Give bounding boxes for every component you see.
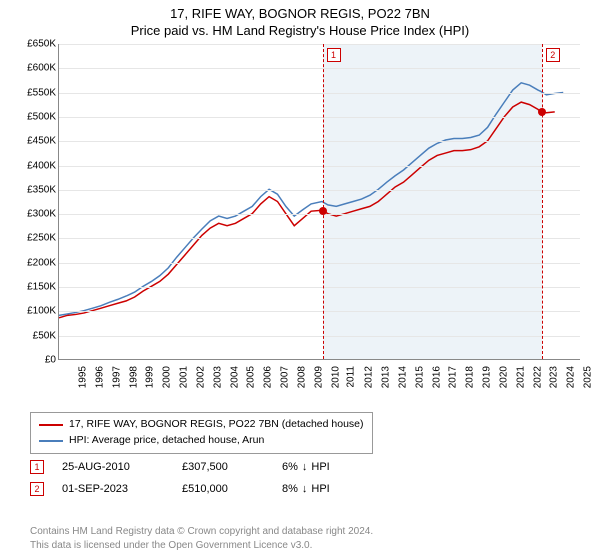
event-dashed-line	[323, 44, 324, 359]
title-address: 17, RIFE WAY, BOGNOR REGIS, PO22 7BN	[0, 0, 600, 21]
x-axis-label: 2004	[229, 366, 240, 388]
event-dashed-line	[542, 44, 543, 359]
legend-item: 17, RIFE WAY, BOGNOR REGIS, PO22 7BN (de…	[39, 417, 364, 433]
y-axis-label: £650K	[27, 39, 56, 50]
x-axis-label: 2002	[195, 366, 206, 388]
sale-price: £510,000	[182, 483, 282, 495]
gridline-h	[59, 68, 580, 69]
event-marker-box: 1	[327, 48, 341, 62]
legend-item: HPI: Average price, detached house, Arun	[39, 433, 364, 449]
chart-legend: 17, RIFE WAY, BOGNOR REGIS, PO22 7BN (de…	[30, 412, 373, 454]
gridline-h	[59, 44, 580, 45]
x-axis-label: 2014	[397, 366, 408, 388]
x-axis-label: 1997	[111, 366, 122, 388]
y-axis-label: £300K	[27, 209, 56, 220]
x-axis-label: 2012	[364, 366, 375, 388]
legend-swatch	[39, 440, 63, 442]
legend-swatch	[39, 424, 63, 426]
pct-value: 6%	[282, 461, 298, 473]
gridline-h	[59, 287, 580, 288]
x-axis-label: 2018	[465, 366, 476, 388]
y-axis-label: £450K	[27, 136, 56, 147]
sale-dot	[319, 207, 327, 215]
gridline-h	[59, 336, 580, 337]
sale-price: £307,500	[182, 461, 282, 473]
sales-table: 1 25-AUG-2010 £307,500 6% ↓ HPI 2 01-SEP…	[30, 456, 372, 500]
x-axis-label: 2001	[178, 366, 189, 388]
sale-delta: 8% ↓ HPI	[282, 483, 372, 495]
x-axis-label: 2022	[532, 366, 543, 388]
x-axis-label: 2020	[498, 366, 509, 388]
plot-area: 12	[58, 44, 580, 360]
sale-delta: 6% ↓ HPI	[282, 461, 372, 473]
footer-line: This data is licensed under the Open Gov…	[30, 539, 373, 553]
y-axis-label: £100K	[27, 306, 56, 317]
x-axis-label: 2000	[161, 366, 172, 388]
x-axis-label: 2024	[566, 366, 577, 388]
x-axis-label: 2010	[330, 366, 341, 388]
x-axis-label: 1996	[94, 366, 105, 388]
title-subtitle: Price paid vs. HM Land Registry's House …	[0, 21, 600, 38]
x-axis-label: 2025	[582, 366, 593, 388]
y-axis-label: £350K	[27, 184, 56, 195]
arrow-down-icon: ↓	[302, 483, 308, 495]
y-axis-label: £400K	[27, 160, 56, 171]
x-axis-label: 2011	[346, 366, 357, 388]
x-axis-label: 2015	[414, 366, 425, 388]
marker-badge: 1	[30, 460, 44, 474]
sale-date: 25-AUG-2010	[62, 461, 182, 473]
y-axis-label: £200K	[27, 257, 56, 268]
y-axis-label: £50K	[33, 330, 56, 341]
gridline-h	[59, 311, 580, 312]
x-axis-label: 1998	[128, 366, 139, 388]
y-axis-label: £600K	[27, 63, 56, 74]
x-axis-label: 2009	[313, 366, 324, 388]
pct-suffix: HPI	[311, 483, 329, 495]
footer-attribution: Contains HM Land Registry data © Crown c…	[30, 525, 373, 552]
x-axis-label: 2021	[515, 366, 526, 388]
x-axis-label: 2019	[481, 366, 492, 388]
x-axis-label: 2016	[431, 366, 442, 388]
sale-dot	[538, 108, 546, 116]
x-axis-label: 2003	[212, 366, 223, 388]
x-axis-label: 1995	[77, 366, 88, 388]
chart-container: 12 £0£50K£100K£150K£200K£250K£300K£350K£…	[10, 44, 590, 404]
pct-suffix: HPI	[311, 461, 329, 473]
gridline-h	[59, 141, 580, 142]
marker-badge: 2	[30, 482, 44, 496]
pct-value: 8%	[282, 483, 298, 495]
gridline-h	[59, 190, 580, 191]
legend-label: HPI: Average price, detached house, Arun	[69, 433, 264, 449]
gridline-h	[59, 263, 580, 264]
x-axis-label: 2008	[296, 366, 307, 388]
y-axis-label: £0	[45, 355, 56, 366]
y-axis-label: £500K	[27, 111, 56, 122]
event-marker-box: 2	[546, 48, 560, 62]
sale-date: 01-SEP-2023	[62, 483, 182, 495]
y-axis-label: £550K	[27, 87, 56, 98]
footer-line: Contains HM Land Registry data © Crown c…	[30, 525, 373, 539]
gridline-h	[59, 166, 580, 167]
table-row: 1 25-AUG-2010 £307,500 6% ↓ HPI	[30, 456, 372, 478]
gridline-h	[59, 93, 580, 94]
x-axis-label: 2006	[262, 366, 273, 388]
table-row: 2 01-SEP-2023 £510,000 8% ↓ HPI	[30, 478, 372, 500]
gridline-h	[59, 117, 580, 118]
x-axis-label: 1999	[145, 366, 156, 388]
x-axis-label: 2007	[279, 366, 290, 388]
x-axis-label: 2005	[246, 366, 257, 388]
arrow-down-icon: ↓	[302, 461, 308, 473]
x-axis-label: 2013	[380, 366, 391, 388]
y-axis-label: £250K	[27, 233, 56, 244]
x-axis-label: 2023	[549, 366, 560, 388]
gridline-h	[59, 214, 580, 215]
legend-label: 17, RIFE WAY, BOGNOR REGIS, PO22 7BN (de…	[69, 417, 364, 433]
y-axis-label: £150K	[27, 282, 56, 293]
x-axis-label: 2017	[448, 366, 459, 388]
gridline-h	[59, 238, 580, 239]
